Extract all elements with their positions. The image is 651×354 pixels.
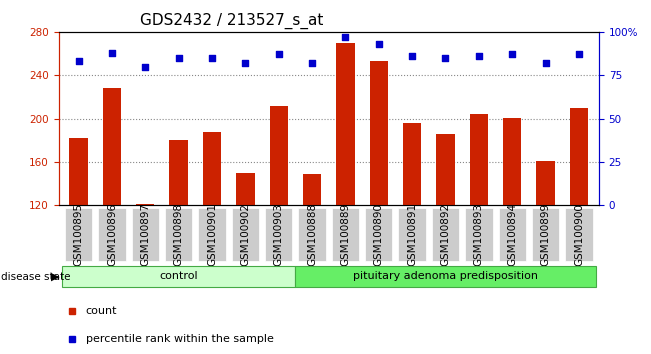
Point xyxy=(107,50,117,56)
Text: GSM100889: GSM100889 xyxy=(340,203,350,266)
FancyBboxPatch shape xyxy=(265,208,292,261)
Point xyxy=(240,60,251,66)
Bar xyxy=(70,138,88,205)
Text: GSM100894: GSM100894 xyxy=(507,203,517,266)
Text: GSM100898: GSM100898 xyxy=(174,203,184,266)
FancyBboxPatch shape xyxy=(565,208,592,261)
Point xyxy=(207,55,217,61)
FancyBboxPatch shape xyxy=(499,208,526,261)
Text: GSM100892: GSM100892 xyxy=(441,203,450,266)
Point xyxy=(540,60,551,66)
Bar xyxy=(536,161,555,205)
Text: pituitary adenoma predisposition: pituitary adenoma predisposition xyxy=(353,272,538,281)
Text: GSM100902: GSM100902 xyxy=(240,203,251,266)
Point xyxy=(474,53,484,59)
FancyBboxPatch shape xyxy=(132,208,159,261)
Text: GSM100891: GSM100891 xyxy=(407,203,417,266)
Point xyxy=(140,64,150,69)
Bar xyxy=(270,105,288,205)
Text: disease state: disease state xyxy=(1,272,70,282)
Text: GSM100893: GSM100893 xyxy=(474,203,484,266)
Text: GDS2432 / 213527_s_at: GDS2432 / 213527_s_at xyxy=(139,13,323,29)
Text: percentile rank within the sample: percentile rank within the sample xyxy=(86,334,273,344)
Bar xyxy=(203,132,221,205)
Bar xyxy=(103,88,121,205)
Point xyxy=(374,41,384,47)
Text: count: count xyxy=(86,306,117,316)
Point xyxy=(407,53,417,59)
Text: ▶: ▶ xyxy=(51,272,59,282)
Bar xyxy=(436,134,454,205)
Bar xyxy=(303,174,321,205)
Bar xyxy=(570,108,588,205)
Text: GSM100890: GSM100890 xyxy=(374,203,384,266)
Bar xyxy=(403,123,421,205)
Bar xyxy=(370,61,388,205)
Point xyxy=(307,60,317,66)
Point xyxy=(440,55,450,61)
FancyBboxPatch shape xyxy=(62,266,296,287)
Bar xyxy=(136,204,154,205)
FancyBboxPatch shape xyxy=(365,208,393,261)
Text: GSM100900: GSM100900 xyxy=(574,203,584,266)
Text: GSM100895: GSM100895 xyxy=(74,203,83,266)
Point xyxy=(574,52,584,57)
FancyBboxPatch shape xyxy=(199,208,226,261)
FancyBboxPatch shape xyxy=(432,208,459,261)
FancyBboxPatch shape xyxy=(332,208,359,261)
Bar xyxy=(337,43,355,205)
Text: GSM100901: GSM100901 xyxy=(207,203,217,266)
FancyBboxPatch shape xyxy=(465,208,493,261)
Text: control: control xyxy=(159,272,198,281)
FancyBboxPatch shape xyxy=(165,208,192,261)
FancyBboxPatch shape xyxy=(298,208,326,261)
Text: GSM100888: GSM100888 xyxy=(307,203,317,266)
Bar xyxy=(469,114,488,205)
Point xyxy=(273,52,284,57)
FancyBboxPatch shape xyxy=(232,208,259,261)
Bar xyxy=(169,140,188,205)
Point xyxy=(173,55,184,61)
Text: GSM100903: GSM100903 xyxy=(273,203,284,266)
Point xyxy=(74,58,84,64)
FancyBboxPatch shape xyxy=(296,266,596,287)
Bar xyxy=(236,173,255,205)
Text: GSM100899: GSM100899 xyxy=(540,203,551,266)
Point xyxy=(507,52,518,57)
Text: GSM100897: GSM100897 xyxy=(141,203,150,266)
FancyBboxPatch shape xyxy=(98,208,126,261)
FancyBboxPatch shape xyxy=(65,208,92,261)
Bar xyxy=(503,118,521,205)
Point xyxy=(340,34,351,40)
Text: GSM100896: GSM100896 xyxy=(107,203,117,266)
FancyBboxPatch shape xyxy=(398,208,426,261)
FancyBboxPatch shape xyxy=(532,208,559,261)
